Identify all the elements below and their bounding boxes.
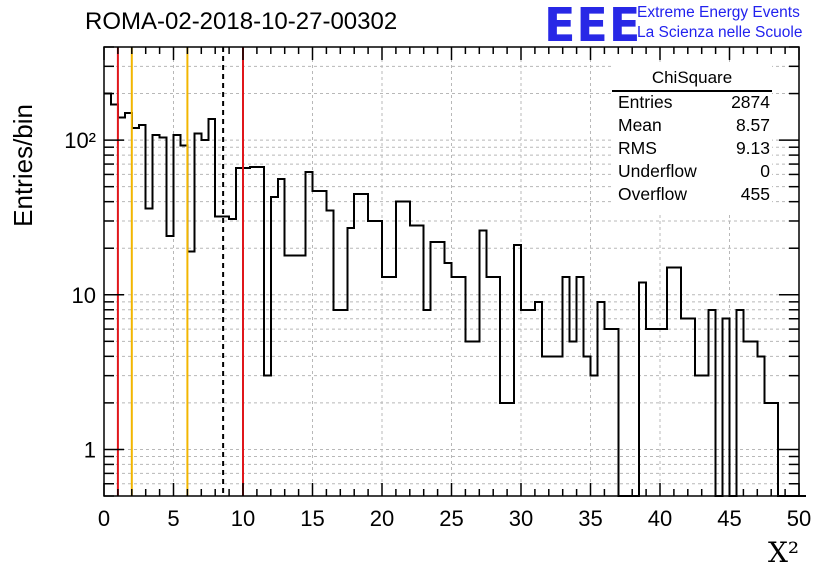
x-tick-label: 20	[370, 506, 394, 531]
stats-value: 2874	[731, 92, 770, 112]
logo-mark: EEE	[544, 0, 642, 52]
x-tick-label: 15	[300, 506, 324, 531]
x-tick-label: 5	[167, 506, 179, 531]
stats-title: ChiSquare	[651, 68, 733, 87]
stats-key: Mean	[618, 115, 662, 135]
x-tick-label: 35	[578, 506, 602, 531]
y-tick-label: 10²	[64, 128, 96, 153]
x-tick-label: 30	[509, 506, 533, 531]
x-tick-label: 0	[98, 506, 110, 531]
chart-title: ROMA-02-2018-10-27-00302	[85, 8, 398, 35]
stats-divider	[612, 90, 772, 92]
stats-row-mean: Mean 8.57	[618, 115, 770, 137]
x-tick-label: 40	[648, 506, 672, 531]
stats-row-rms: RMS 9.13	[618, 138, 770, 160]
logo-line-2: La Scienza nelle Scuole	[637, 24, 803, 41]
y-tick-label: 1	[84, 437, 96, 462]
stats-value: 455	[740, 184, 770, 204]
logo-line-1: Extreme Energy Events	[637, 4, 800, 21]
grid-layer	[104, 46, 799, 497]
stats-key: RMS	[618, 138, 657, 158]
histogram-layer	[104, 92, 806, 497]
y-axis-label: Entries/bin	[8, 104, 38, 227]
reference-lines-layer	[116, 47, 244, 496]
x-axis-label: X²	[768, 536, 800, 569]
x-tick-label: 50	[787, 506, 811, 531]
x-tick-label: 25	[439, 506, 463, 531]
stats-value: 0	[760, 161, 770, 181]
stats-value: 9.13	[735, 138, 770, 158]
stats-key: Underflow	[618, 161, 697, 181]
stats-key: Entries	[618, 92, 673, 112]
stats-key: Overflow	[618, 184, 688, 204]
stats-row-entries: Entries 2874	[618, 92, 770, 114]
histogram-outline	[104, 92, 806, 497]
stats-box: ChiSquare Entries 2874 Mean 8.57 RMS 9.1…	[612, 64, 772, 212]
stats-row-underflow: Underflow 0	[618, 161, 770, 183]
stats-row-overflow: Overflow 455	[618, 184, 770, 206]
stats-value: 8.57	[735, 115, 770, 135]
x-tick-label: 10	[231, 506, 255, 531]
x-tick-label: 45	[717, 506, 741, 531]
y-tick-label: 10	[72, 283, 96, 308]
